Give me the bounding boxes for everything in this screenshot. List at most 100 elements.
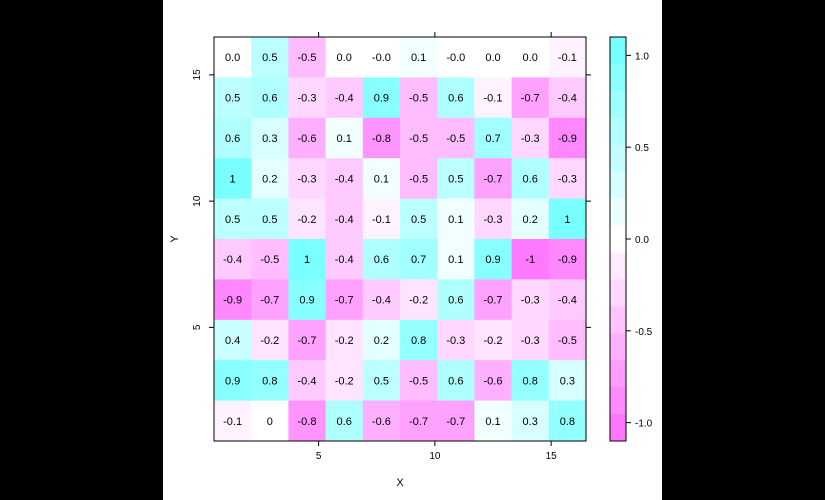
heatmap-cell (474, 279, 513, 321)
heatmap-cell (437, 158, 475, 200)
heatmap-cell (214, 117, 252, 159)
heatmap-cell (362, 239, 401, 280)
cell-value-label: -0.5 (409, 375, 428, 387)
heatmap-cell (251, 279, 289, 321)
heatmap-cell (214, 77, 252, 119)
heatmap-cell (511, 400, 550, 442)
heatmap-cell (437, 37, 475, 78)
cell-value-label: 0.8 (411, 335, 426, 347)
cell-value-label: 0.2 (374, 335, 389, 347)
cell-value-label: -0.1 (223, 416, 242, 428)
heatmap-cell (325, 279, 364, 321)
x-tick-label: 15 (546, 451, 558, 462)
heatmap-cell (548, 279, 587, 321)
cell-value-label: 0.2 (523, 214, 538, 226)
heatmap-cell (548, 77, 587, 119)
cell-value-label: 1 (564, 214, 570, 226)
cell-value-label: 0.1 (411, 52, 426, 64)
colorbar-band (610, 117, 626, 146)
heatmap-cell (474, 117, 513, 159)
heatmap-cell (400, 37, 438, 78)
y-tick-label: 15 (192, 69, 203, 81)
cell-value-label: -0.4 (223, 254, 242, 266)
cell-value-label: -0.4 (298, 375, 317, 387)
colorbar-band (610, 279, 626, 307)
heatmap-cell (325, 400, 364, 442)
heatmap-cell (362, 360, 401, 402)
cell-value-label: 0.8 (262, 375, 277, 387)
cell-value-label: 0.2 (262, 173, 277, 185)
colorbar-band (610, 252, 626, 280)
heatmap-cell (251, 77, 289, 119)
heatmap-cell (400, 198, 438, 240)
heatmap-cell (288, 239, 327, 280)
heatmap-cell (325, 37, 364, 78)
heatmap-cell (548, 239, 587, 280)
heatmap-cell (437, 400, 475, 442)
cell-value-label: 0.6 (225, 133, 240, 145)
heatmap-cell (325, 239, 364, 280)
y-tick-label: 5 (192, 324, 203, 330)
cell-value-label: -0.6 (484, 375, 503, 387)
heatmap-cell (474, 37, 513, 78)
cell-value-label: -0.4 (335, 93, 354, 105)
heatmap-cell (437, 198, 475, 240)
heatmap-cell (548, 400, 587, 442)
cell-value-label: -0.0 (372, 52, 391, 64)
cell-value-label: 0.1 (448, 214, 463, 226)
cell-value-label: 0.6 (374, 254, 389, 266)
cell-value-label: -0.9 (558, 133, 577, 145)
heatmap-cell (362, 279, 401, 321)
cell-value-label: 0.7 (485, 133, 500, 145)
cell-value-label: 0.6 (337, 416, 352, 428)
cell-value-label: 0.8 (560, 416, 575, 428)
cell-value-label: -0.5 (260, 254, 279, 266)
cell-value-label: 0.5 (374, 375, 389, 387)
cell-value-label: -0.1 (372, 214, 391, 226)
heatmap-cell (400, 319, 438, 361)
cell-value-label: 0.3 (560, 375, 575, 387)
plot-frame (213, 36, 587, 442)
cell-value-label: -0.9 (558, 254, 577, 266)
colorbar-band (610, 90, 626, 119)
cell-value-label: 0.5 (411, 214, 426, 226)
heatmap-cell (474, 360, 513, 402)
cell-value-label: 0.3 (262, 133, 277, 145)
heatmap-cell (511, 279, 550, 321)
heatmap-cell (400, 117, 438, 159)
heatmap-cell (437, 319, 475, 361)
heatmap-cell (548, 198, 587, 240)
heatmap-cell (511, 158, 550, 200)
cell-value-label: 1 (304, 254, 310, 266)
colorbar-band (610, 306, 626, 334)
heatmap-cell (400, 77, 438, 119)
cell-value-label: 0.6 (523, 173, 538, 185)
heatmap-cell (474, 158, 513, 200)
cell-value-label: -1 (525, 254, 535, 266)
cell-value-label: 0.7 (411, 254, 426, 266)
heatmap-cell (214, 279, 252, 321)
cell-value-label: 0.5 (262, 214, 277, 226)
heatmap-cell (548, 37, 587, 78)
cell-value-label: -0.3 (298, 93, 317, 105)
cell-value-label: -0.9 (223, 295, 242, 307)
cell-value-label: 0.3 (523, 416, 538, 428)
heatmap-cell (214, 319, 252, 361)
heatmap-cell (437, 239, 475, 280)
heatmap-cell (437, 360, 475, 402)
cell-value-label: 0.1 (485, 416, 500, 428)
y-axis: 5 10 15 (192, 69, 591, 330)
heatmap-cell (251, 360, 289, 402)
heatmap-cell (474, 319, 513, 361)
cell-value-label: -0.2 (335, 335, 354, 347)
heatmap-cell-labels: 0.0 0.5 -0.5 0.0 -0.0 0.1 -0.0 0.0 0.0 -0.1 0.5 0.6… (223, 52, 577, 428)
heatmap-cell (288, 117, 327, 159)
heatmap-cell (400, 360, 438, 402)
cell-value-label: 0.9 (374, 93, 389, 105)
cell-value-label: -0.1 (558, 52, 577, 64)
cell-value-label: -0.3 (446, 335, 465, 347)
cell-value-label: -0.3 (298, 173, 317, 185)
colorbar-tick-label: 0.5 (635, 143, 649, 154)
cell-value-label: -0.2 (298, 214, 317, 226)
heatmap-cells (214, 37, 587, 442)
